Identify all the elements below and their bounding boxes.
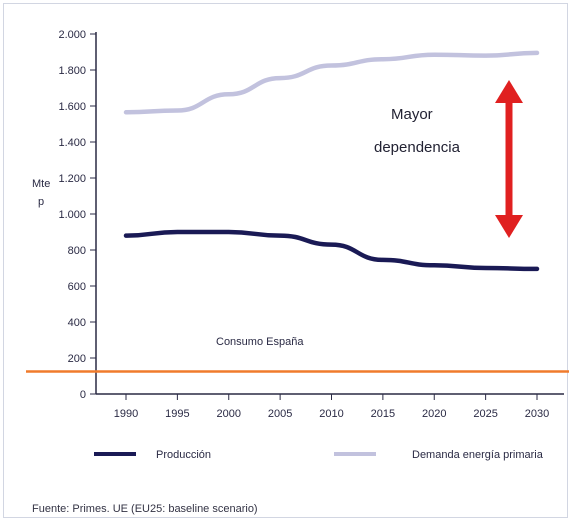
y-tick-label: 200 [68,353,86,365]
source-note: Fuente: Primes. UE (EU25: baseline scena… [32,503,258,515]
legend-label-demanda: Demanda energía primaria [412,449,544,461]
series-line-demanda [123,50,540,115]
annotation-line2: dependencia [374,139,461,156]
arrow-head-up [495,80,523,103]
x-tick-label: 2020 [422,408,446,420]
x-tick-label: 1995 [165,408,189,420]
y-tick-label: 600 [68,281,86,293]
y-tick-label: 400 [68,317,86,329]
x-tick-label: 1990 [114,408,138,420]
y-tick-label: 0 [80,389,86,401]
y-tick-label: 800 [68,245,86,257]
legend-label-produccion: Producción [156,449,211,461]
x-axis-ticks: 1990 1995 2000 2005 2010 2015 2020 2025 2030 [114,394,549,420]
annotation-line1: Mayor [391,106,433,123]
y-axis-ticks: 0 200 400 600 800 1.000 1.200 1.400 1.600 1.800 2.… [58,29,96,401]
reference-line-label: Consumo España [216,336,304,348]
x-tick-label: 2025 [473,408,497,420]
y-tick-label: 1.800 [58,65,86,77]
y-tick-label: 2.000 [58,29,86,41]
y-axis-label-line1: Mte [32,178,50,190]
chart-canvas: 0 200 400 600 800 1.000 1.200 1.400 1.600 1.800 2.… [26,29,569,515]
series-line-produccion [123,229,540,272]
x-tick-label: 2015 [371,408,395,420]
x-tick-label: 2030 [525,408,549,420]
y-tick-label: 1.600 [58,101,86,113]
dependency-arrow [495,80,523,238]
y-axis-label-line2: p [38,196,44,208]
chart-frame: 0 200 400 600 800 1.000 1.200 1.400 1.600 1.800 2.… [3,3,569,518]
x-tick-label: 2000 [217,408,241,420]
arrow-head-down [495,215,523,238]
y-tick-label: 1.000 [58,209,86,221]
x-tick-label: 2010 [319,408,343,420]
series-group [123,50,540,272]
legend: Producción Demanda energía primaria [94,449,544,461]
y-tick-label: 1.200 [58,173,86,185]
y-tick-label: 1.400 [58,137,86,149]
x-tick-label: 2005 [268,408,292,420]
